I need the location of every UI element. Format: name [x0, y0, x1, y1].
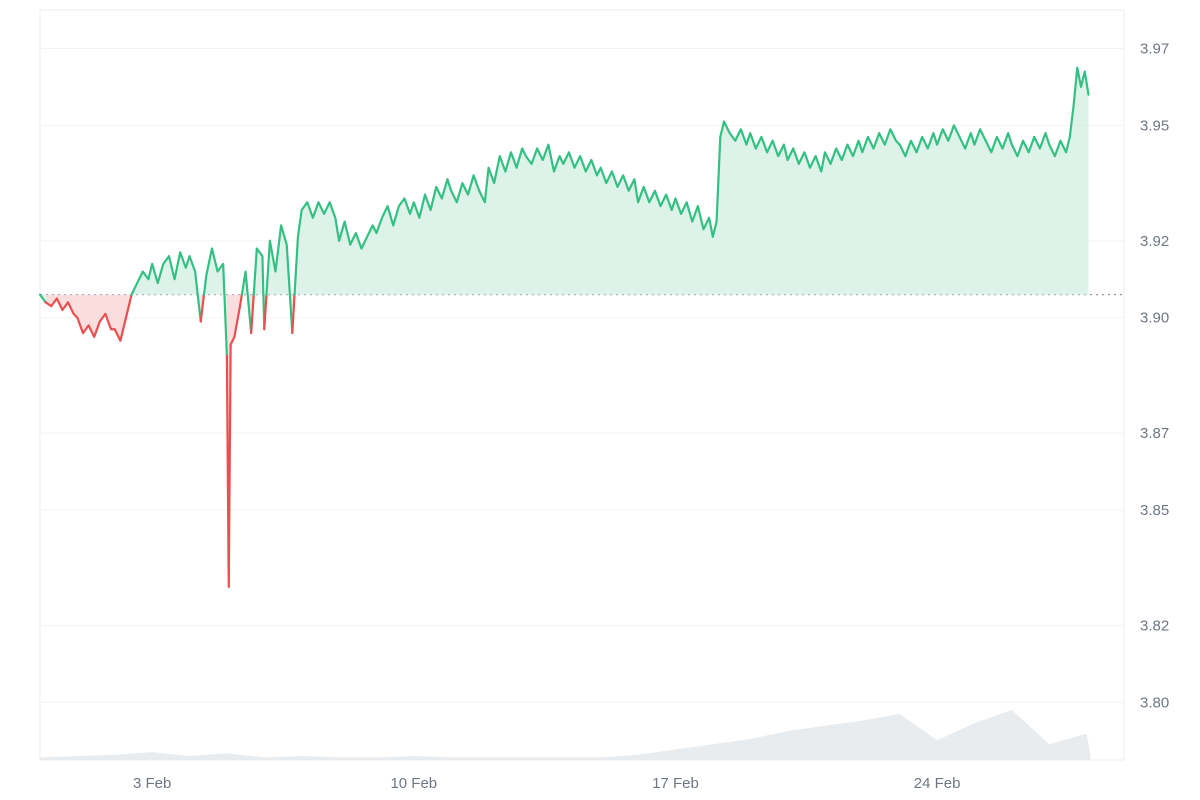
svg-text:3.90: 3.90 — [1140, 310, 1169, 327]
chart-canvas: 3.97 3.95 3.92 3.90 3.87 3.85 3.82 3.80 3 Feb 10 … — [0, 0, 1200, 800]
svg-text:3.95: 3.95 — [1140, 117, 1169, 134]
svg-text:3 Feb: 3 Feb — [133, 775, 171, 792]
svg-text:17 Feb: 17 Feb — [652, 775, 699, 792]
svg-text:3.97: 3.97 — [1140, 40, 1169, 57]
svg-text:3.85: 3.85 — [1140, 502, 1169, 519]
price-chart[interactable]: 3.97 3.95 3.92 3.90 3.87 3.85 3.82 3.80 3 Feb 10 … — [0, 0, 1200, 800]
svg-text:3.87: 3.87 — [1140, 425, 1169, 442]
svg-text:3.92: 3.92 — [1140, 233, 1169, 250]
svg-text:10 Feb: 10 Feb — [390, 775, 437, 792]
svg-text:3.80: 3.80 — [1140, 694, 1169, 711]
svg-text:3.82: 3.82 — [1140, 617, 1169, 634]
svg-text:24 Feb: 24 Feb — [914, 775, 961, 792]
